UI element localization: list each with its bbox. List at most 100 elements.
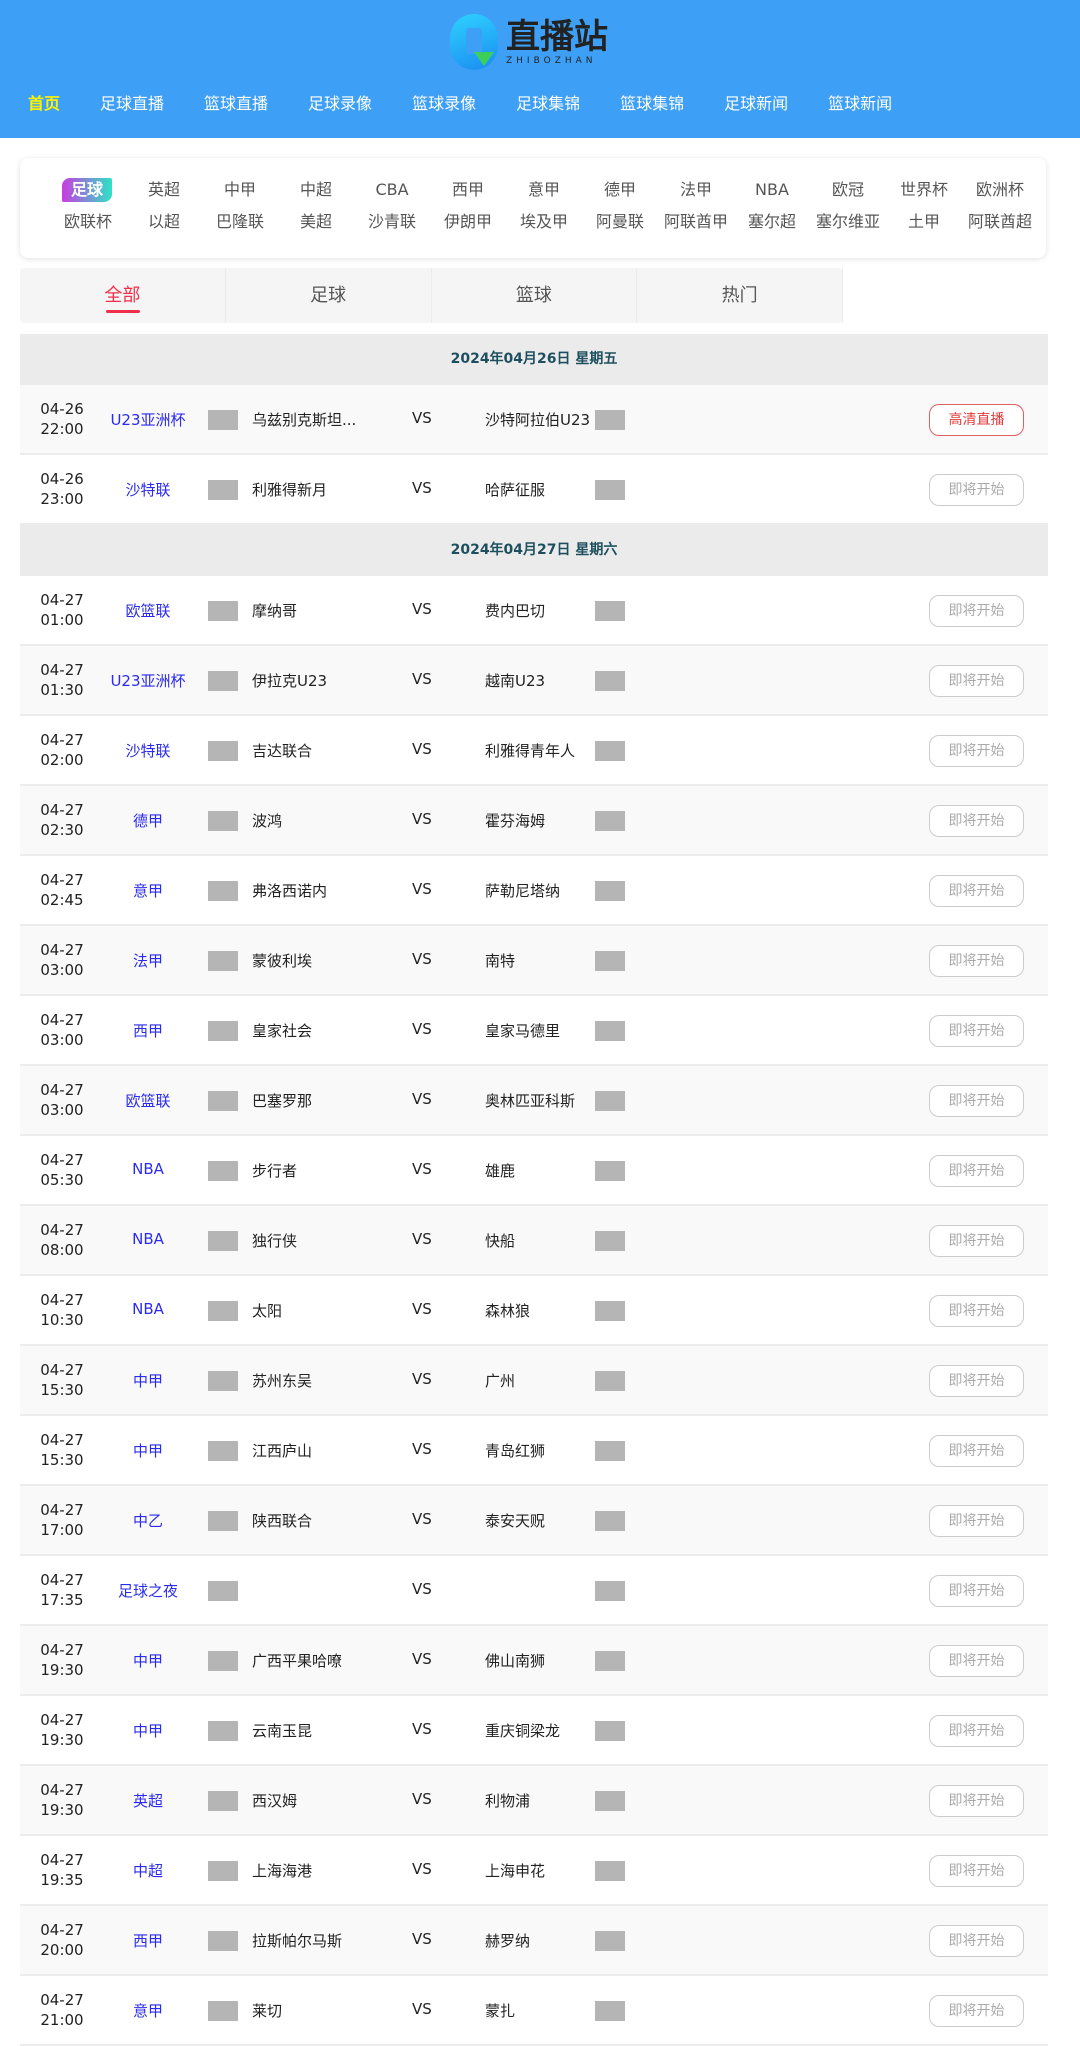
watch-button[interactable]: 即将开始: [929, 1155, 1024, 1187]
category-link[interactable]: 西甲: [451, 180, 484, 199]
category-link[interactable]: 土甲: [907, 212, 940, 231]
category-link[interactable]: 中超: [299, 180, 332, 199]
category-link[interactable]: 中甲: [223, 180, 256, 199]
league-link[interactable]: 意甲: [132, 882, 163, 900]
home-team: 上海海港: [252, 1862, 313, 1880]
league-link[interactable]: 欧篮联: [125, 1092, 171, 1110]
watch-button[interactable]: 即将开始: [929, 1995, 1024, 2027]
home-team-logo-icon: [208, 1861, 238, 1881]
category-link[interactable]: CBA: [375, 180, 409, 199]
watch-button[interactable]: 即将开始: [929, 1785, 1024, 1817]
league-link[interactable]: 中甲: [132, 1722, 163, 1740]
league-link[interactable]: U23亚洲杯: [110, 672, 186, 690]
watch-button[interactable]: 即将开始: [929, 1295, 1024, 1327]
watch-button[interactable]: 即将开始: [929, 1505, 1024, 1537]
nav-item[interactable]: 篮球录像: [412, 94, 477, 113]
watch-button[interactable]: 高清直播: [929, 404, 1024, 436]
league-link[interactable]: 欧篮联: [125, 602, 171, 620]
watch-button[interactable]: 即将开始: [929, 945, 1024, 977]
watch-button[interactable]: 即将开始: [929, 665, 1024, 697]
league-link[interactable]: 沙特联: [125, 481, 171, 499]
vs-label: VS: [412, 1230, 432, 1248]
league-link[interactable]: 中乙: [132, 1512, 163, 1530]
watch-button[interactable]: 即将开始: [929, 595, 1024, 627]
match-row: 04-27 21:00 意甲 莱切 VS 蒙扎 即将开始: [20, 1976, 1048, 2046]
category-link[interactable]: 沙青联: [367, 212, 416, 231]
nav-item[interactable]: 足球集锦: [516, 94, 581, 113]
category-link[interactable]: 意甲: [527, 180, 560, 199]
watch-button[interactable]: 即将开始: [929, 735, 1024, 767]
watch-button[interactable]: 即将开始: [929, 474, 1024, 506]
watch-button[interactable]: 即将开始: [929, 1365, 1024, 1397]
vs-label: VS: [412, 1860, 432, 1878]
league-link[interactable]: U23亚洲杯: [110, 411, 186, 429]
category-link[interactable]: 美超: [299, 212, 332, 231]
league-link[interactable]: NBA: [132, 1230, 164, 1248]
tab-3[interactable]: 热门: [637, 268, 843, 323]
category-link[interactable]: 欧洲杯: [975, 180, 1024, 199]
category-link[interactable]: 塞尔维亚: [815, 212, 880, 231]
league-link[interactable]: 西甲: [132, 1932, 163, 1950]
category-link[interactable]: 阿联酋甲: [663, 212, 728, 231]
match-date: 04-26: [40, 400, 84, 418]
league-link[interactable]: 西甲: [132, 1022, 163, 1040]
home-team: 伊拉克U23: [252, 672, 328, 690]
league-link[interactable]: 德甲: [132, 812, 163, 830]
category-link[interactable]: 欧联杯: [63, 212, 112, 231]
nav-item[interactable]: 篮球直播: [204, 94, 269, 113]
tab-2[interactable]: 篮球: [432, 268, 638, 323]
watch-button[interactable]: 即将开始: [929, 1225, 1024, 1257]
match-clock: 19:30: [40, 1661, 84, 1679]
watch-button[interactable]: 即将开始: [929, 1925, 1024, 1957]
league-link[interactable]: 英超: [132, 1792, 163, 1810]
match-row: 04-27 15:30 中甲 苏州东吴 VS 广州 即将开始: [20, 1346, 1048, 1416]
nav-item[interactable]: 篮球新闻: [828, 94, 893, 113]
league-link[interactable]: 沙特联: [125, 742, 171, 760]
category-link[interactable]: 德甲: [603, 180, 636, 199]
league-link[interactable]: NBA: [132, 1160, 164, 1178]
tab-0[interactable]: 全部: [20, 268, 226, 323]
category-link[interactable]: 伊朗甲: [443, 212, 492, 231]
match-clock: 02:00: [40, 751, 84, 769]
watch-button[interactable]: 即将开始: [929, 1575, 1024, 1607]
nav-item[interactable]: 篮球集锦: [620, 94, 685, 113]
category-link[interactable]: 以超: [147, 212, 180, 231]
league-link[interactable]: NBA: [132, 1300, 164, 1318]
category-link[interactable]: 埃及甲: [519, 212, 568, 231]
category-link[interactable]: 法甲: [679, 180, 712, 199]
category-link[interactable]: 足球: [62, 178, 112, 202]
match-clock: 01:30: [40, 681, 84, 699]
watch-button[interactable]: 即将开始: [929, 1645, 1024, 1677]
vs-label: VS: [412, 1160, 432, 1178]
nav-item[interactable]: 足球直播: [100, 94, 165, 113]
nav-item[interactable]: 足球新闻: [724, 94, 789, 113]
watch-button[interactable]: 即将开始: [929, 875, 1024, 907]
category-link[interactable]: 阿联酋超: [967, 212, 1032, 231]
league-link[interactable]: 中甲: [132, 1652, 163, 1670]
league-link[interactable]: 中甲: [132, 1442, 163, 1460]
match-time: 04-27 02:45: [40, 870, 84, 910]
match-row: 04-27 19:35 中超 上海海港 VS 上海申花 即将开始: [20, 1836, 1048, 1906]
category-link[interactable]: 世界杯: [899, 180, 948, 199]
nav-item[interactable]: 足球录像: [308, 94, 373, 113]
category-link[interactable]: 欧冠: [831, 180, 864, 199]
category-link[interactable]: 英超: [147, 180, 180, 199]
league-link[interactable]: 中甲: [132, 1372, 163, 1390]
category-link[interactable]: 巴隆联: [215, 212, 264, 231]
league-link[interactable]: 中超: [132, 1862, 163, 1880]
league-link[interactable]: 足球之夜: [117, 1582, 178, 1600]
category-link[interactable]: 塞尔超: [747, 212, 796, 231]
watch-button[interactable]: 即将开始: [929, 1435, 1024, 1467]
site-logo[interactable]: 直播站 ZHIBOZHAN: [450, 14, 608, 70]
category-link[interactable]: 阿曼联: [595, 212, 644, 231]
tab-1[interactable]: 足球: [226, 268, 432, 323]
watch-button[interactable]: 即将开始: [929, 1015, 1024, 1047]
watch-button[interactable]: 即将开始: [929, 805, 1024, 837]
category-link[interactable]: NBA: [755, 180, 789, 199]
watch-button[interactable]: 即将开始: [929, 1855, 1024, 1887]
league-link[interactable]: 意甲: [132, 2002, 163, 2020]
watch-button[interactable]: 即将开始: [929, 1715, 1024, 1747]
watch-button[interactable]: 即将开始: [929, 1085, 1024, 1117]
league-link[interactable]: 法甲: [132, 952, 163, 970]
nav-item[interactable]: 首页: [28, 94, 61, 113]
